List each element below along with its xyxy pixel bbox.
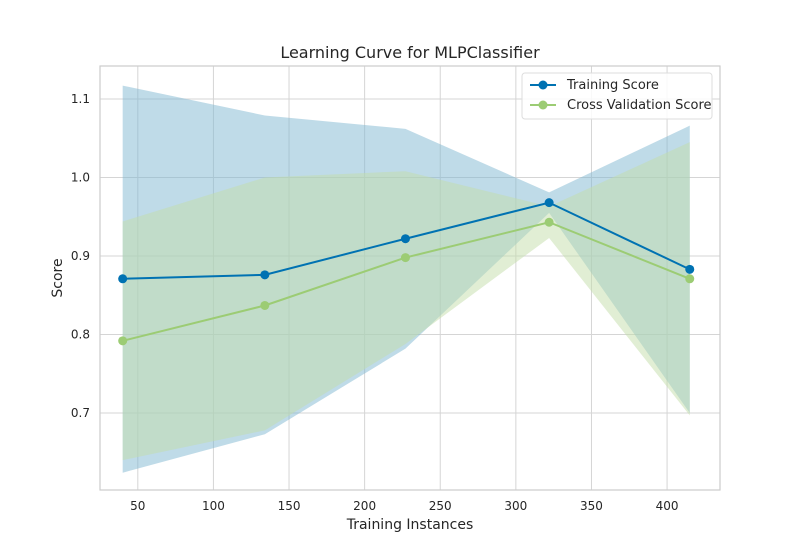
y-tick-label: 1.0 xyxy=(71,170,90,184)
x-tick-label: 200 xyxy=(353,499,376,513)
point-cv xyxy=(685,274,695,284)
x-tick-label: 400 xyxy=(656,499,679,513)
series-points xyxy=(118,198,695,346)
x-tick-label: 50 xyxy=(130,499,145,513)
legend-label-cv: Cross Validation Score xyxy=(567,98,712,113)
point-training xyxy=(400,234,410,244)
point-cv xyxy=(544,217,554,227)
y-axis-label: Score xyxy=(50,258,66,297)
x-tick-label: 350 xyxy=(580,499,603,513)
y-tick-label: 0.9 xyxy=(71,249,90,263)
legend-marker-cv xyxy=(538,100,548,110)
point-training xyxy=(260,270,270,280)
y-tick-labels: 0.7 0.8 0.9 1.0 1.1 xyxy=(71,92,90,420)
x-tick-labels: 50 100 150 200 250 300 350 400 xyxy=(130,499,678,513)
x-axis-label: Training Instances xyxy=(346,517,474,533)
point-training xyxy=(685,264,695,274)
y-tick-label: 1.1 xyxy=(71,92,90,106)
legend-box xyxy=(521,72,713,120)
x-tick-label: 300 xyxy=(504,499,527,513)
point-training xyxy=(544,198,554,208)
chart-title: Learning Curve for MLPClassifier xyxy=(280,43,540,62)
x-tick-label: 100 xyxy=(202,499,225,513)
point-training xyxy=(118,274,128,284)
point-cv xyxy=(118,336,128,346)
legend-label-training: Training Score xyxy=(566,78,659,93)
x-tick-label: 150 xyxy=(278,499,301,513)
legend: Training Score Cross Validation Score xyxy=(521,72,713,120)
plot-frame xyxy=(99,65,721,491)
y-tick-label: 0.7 xyxy=(71,406,90,420)
point-cv xyxy=(260,300,270,310)
legend-marker-training xyxy=(538,80,548,90)
y-tick-label: 0.8 xyxy=(71,328,90,342)
x-tick-label: 250 xyxy=(429,499,452,513)
point-cv xyxy=(400,253,410,263)
